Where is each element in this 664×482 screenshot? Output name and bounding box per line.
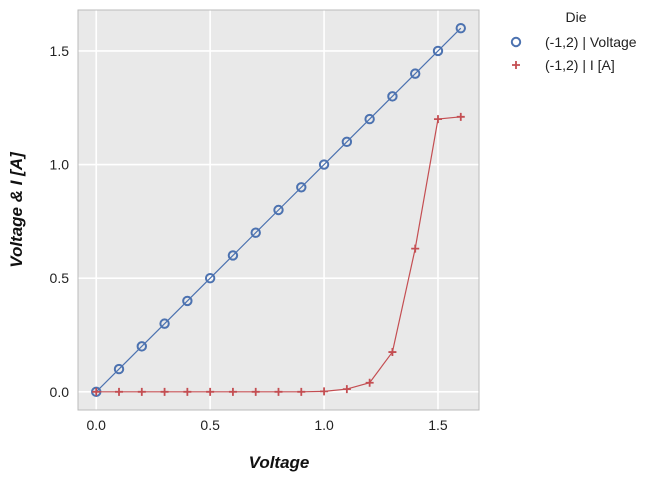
grid: [78, 10, 479, 410]
data-point: [364, 113, 375, 125]
data-point: [342, 385, 351, 394]
y-tick-label: 0.5: [50, 270, 70, 286]
data-point: [320, 387, 329, 396]
legend-marker-1: [512, 61, 520, 69]
data-point: [273, 204, 284, 216]
series-line-0: [95, 27, 462, 393]
data-point: [433, 115, 442, 124]
data-point: [92, 387, 101, 396]
data-point: [183, 387, 192, 396]
data-point: [137, 387, 146, 396]
x-tick-label: 0.5: [200, 417, 220, 433]
data-point: [136, 341, 147, 352]
data-point: [455, 22, 466, 34]
tick-labels: 0.0 0.5 1.0 1.5 0.0 0.5 1.0 1.5: [50, 43, 448, 433]
data-point: [251, 387, 260, 396]
data-point: [388, 348, 397, 357]
data-point: [410, 68, 421, 79]
data-point: [228, 387, 237, 396]
legend-title: Die: [565, 9, 586, 25]
data-point: [365, 378, 374, 387]
data-point: [160, 387, 169, 396]
data-point: [297, 387, 306, 396]
y-tick-label: 1.0: [50, 157, 70, 173]
data-point: [227, 250, 239, 261]
y-tick-label: 1.5: [50, 43, 70, 59]
data-point: [456, 112, 465, 121]
legend-marker-0: [510, 36, 522, 48]
x-axis-title: Voltage: [249, 453, 310, 472]
data-point: [159, 318, 170, 329]
legend: Die (-1,2) | Voltage (-1,2) | I [A]: [510, 9, 637, 73]
y-axis-title: Voltage & I [A]: [7, 151, 26, 268]
data-point: [182, 295, 193, 307]
plot-frame: [77, 9, 480, 411]
x-tick-label: 0.0: [86, 417, 106, 433]
data-point: [296, 182, 307, 193]
data-point: [411, 244, 420, 253]
data-point: [115, 387, 124, 396]
series-layer: [91, 22, 466, 398]
data-point: [206, 387, 215, 396]
legend-label-0: (-1,2) | Voltage: [545, 34, 637, 50]
x-tick-label: 1.5: [428, 417, 448, 433]
data-point: [113, 363, 125, 375]
data-point: [341, 136, 353, 148]
data-point: [250, 227, 261, 238]
data-point: [318, 159, 330, 170]
data-point: [387, 91, 398, 102]
data-point: [204, 272, 216, 284]
data-point: [432, 45, 444, 57]
y-tick-label: 0.0: [50, 384, 70, 400]
legend-label-1: (-1,2) | I [A]: [545, 57, 615, 73]
data-point: [274, 387, 283, 396]
x-tick-label: 1.0: [314, 417, 334, 433]
